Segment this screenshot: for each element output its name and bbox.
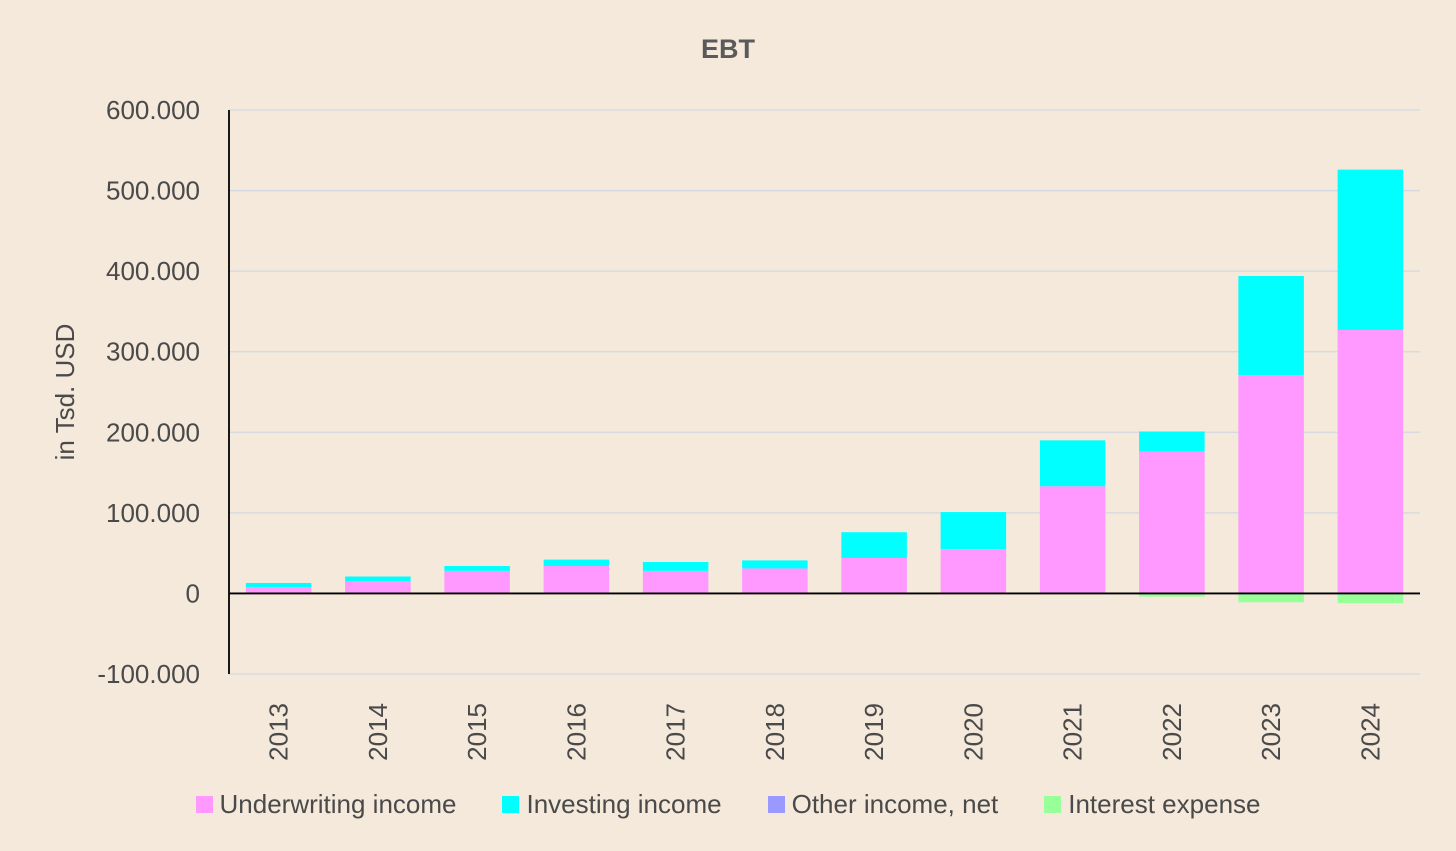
x-tick-label: 2022 (1157, 703, 1187, 761)
legend-item: Other income, net (767, 788, 999, 820)
x-tick-label: 2016 (561, 703, 591, 761)
legend-item: Interest expense (1044, 789, 1260, 820)
bar-segment (245, 586, 312, 594)
bar-segment (1238, 593, 1304, 603)
legend-swatch (767, 795, 785, 813)
legend-item: Underwriting income (195, 788, 457, 820)
bar-segment (742, 568, 808, 594)
bar-segment (1238, 375, 1304, 594)
y-axis-title: in Tsd. USD (50, 324, 80, 461)
bar-segment (345, 576, 411, 582)
legend-label: Interest expense (1068, 788, 1261, 819)
bar-segment (1337, 169, 1404, 330)
legend-swatch (1044, 795, 1062, 813)
bar-segment (642, 570, 709, 594)
x-tick-label: 2018 (760, 703, 790, 761)
bar-segment (940, 512, 1007, 550)
legend-swatch (502, 795, 520, 813)
legend-swatch (195, 795, 213, 813)
x-tick-label: 2024 (1355, 703, 1385, 761)
bar-segment (1039, 440, 1106, 487)
y-tick-label: 100.000 (106, 498, 200, 528)
bar-segment (1139, 431, 1205, 452)
x-tick-label: 2021 (1058, 703, 1088, 761)
bar-segment (543, 566, 610, 594)
legend-label: Underwriting income (219, 788, 457, 819)
bar-segment (841, 532, 907, 558)
y-tick-label: 500.000 (106, 176, 200, 206)
bar-segment (543, 559, 610, 567)
chart-title: EBT (701, 34, 756, 64)
grid-layer (229, 109, 1420, 675)
bar-segment (345, 581, 411, 594)
y-tick-label: 400.000 (106, 256, 200, 286)
bar-segment (1337, 593, 1404, 604)
bar-segment (1238, 275, 1304, 376)
y-tick-label: 300.000 (106, 337, 200, 367)
bar-segment (1039, 486, 1106, 594)
chart-legend: Underwriting income Investing income Other… (0, 786, 1456, 822)
x-tick-label: 2023 (1256, 703, 1286, 761)
y-tick-label: 0 (186, 578, 200, 608)
legend-label: Investing income (526, 788, 722, 819)
bar-segment (245, 582, 312, 587)
bar-segment (1337, 329, 1404, 594)
legend-item: Investing income (502, 788, 722, 820)
chart-svg: EBT in Tsd. USD 600.000 500.000 400.000 300… (50, 34, 1420, 761)
bar-segment (444, 570, 510, 594)
axis-layer (228, 110, 1420, 674)
x-tick-label: 2013 (264, 703, 294, 761)
bar-segment (642, 562, 709, 571)
bars-layer (245, 169, 1404, 604)
bar-segment (841, 557, 907, 594)
bar-segment (444, 566, 510, 571)
x-tick-label: 2017 (661, 703, 691, 761)
y-tick-label: 600.000 (106, 95, 200, 125)
y-tick-label: 200.000 (106, 417, 200, 447)
bar-segment (1139, 593, 1205, 597)
x-tick-label: 2014 (363, 703, 393, 761)
bar-segment (742, 560, 808, 569)
y-tick-label: -100.000 (97, 659, 200, 689)
x-tick-label: 2015 (462, 703, 492, 761)
bar-segment (940, 549, 1007, 594)
label-layer: 600.000 500.000 400.000 300.000 200.000 100.0… (97, 95, 1385, 761)
x-tick-label: 2019 (859, 703, 889, 761)
legend-label: Other income, net (791, 788, 999, 819)
bar-segment (1139, 451, 1205, 594)
x-tick-label: 2020 (958, 703, 988, 761)
